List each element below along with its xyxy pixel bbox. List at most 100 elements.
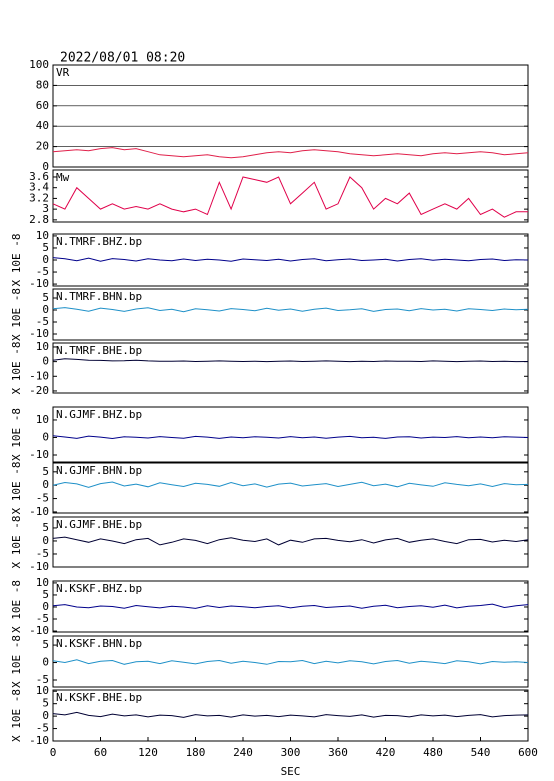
y-tick-label: -5: [36, 492, 49, 505]
x-axis-label: SEC: [281, 765, 301, 778]
panel-label: N.TMRF.BHE.bp: [56, 344, 142, 357]
panel-label: N.TMRF.BHZ.bp: [56, 235, 142, 248]
y-tick-label: -5: [36, 315, 49, 328]
y-tick-label: 10: [36, 340, 49, 353]
y-tick-label: -10: [29, 369, 49, 382]
y-tick-label: 0: [42, 709, 49, 722]
y-axis-label: X 10E -8: [10, 462, 23, 515]
y-tick-label: 0: [42, 656, 49, 669]
x-tick-label: 540: [471, 746, 491, 759]
y-axis-label: X 10E -8: [10, 580, 23, 633]
y-axis-label: X 10E -8: [10, 408, 23, 461]
y-tick-label: 0: [42, 600, 49, 613]
y-tick-label: 10: [36, 229, 49, 242]
panel-label: Mw: [56, 171, 70, 184]
panel-label: N.KSKF.BHN.bp: [56, 637, 142, 650]
y-tick-label: 3.6: [29, 170, 49, 183]
x-tick-label: 180: [186, 746, 206, 759]
waveform-line: [52, 435, 529, 440]
y-axis-label: X 10E -8: [10, 342, 23, 395]
chart-title: 2022/08/01 08:20: [60, 51, 185, 66]
y-tick-label: 5: [42, 638, 49, 651]
waveform-line: [52, 603, 529, 609]
y-axis-label: X 10E -8: [10, 635, 23, 688]
y-tick-label: -10: [29, 277, 49, 290]
y-tick-label: 80: [36, 78, 49, 91]
panel-frame: [52, 288, 529, 341]
y-tick-label: 5: [42, 588, 49, 601]
y-tick-label: -20: [29, 384, 49, 397]
panel-frame: [52, 635, 529, 688]
y-tick-label: 10: [36, 684, 49, 697]
waveform-line: [52, 307, 529, 313]
y-tick-label: 5: [42, 291, 49, 304]
y-tick-label: -10: [29, 327, 49, 340]
waveform-line: [52, 536, 529, 546]
y-tick-label: 20: [36, 140, 49, 153]
y-tick-label: -5: [36, 265, 49, 278]
y-tick-label: 2.8: [29, 213, 49, 226]
y-tick-label: 0: [42, 160, 49, 173]
panel-frame: [52, 64, 529, 168]
y-tick-label: 3.4: [29, 181, 49, 194]
x-tick-label: 600: [518, 746, 538, 759]
y-tick-label: 10: [36, 576, 49, 589]
waveform-line: [52, 257, 529, 262]
y-tick-label: -10: [29, 448, 49, 461]
y-tick-label: 0: [42, 430, 49, 443]
y-tick-label: 0: [42, 478, 49, 491]
y-tick-label: 3: [42, 202, 49, 215]
y-tick-label: 5: [42, 697, 49, 710]
waveform-line: [52, 481, 529, 488]
panel-label: N.GJMF.BHE.bp: [56, 518, 142, 531]
x-tick-label: 420: [376, 746, 396, 759]
panel-frame: [52, 406, 529, 463]
waveform-line: [52, 711, 529, 718]
y-tick-label: 0: [42, 355, 49, 368]
panel-label: N.GJMF.BHZ.bp: [56, 408, 142, 421]
y-tick-label: 0: [42, 303, 49, 316]
y-tick-label: 100: [29, 58, 49, 71]
y-tick-label: -10: [29, 505, 49, 518]
y-tick-label: 0: [42, 253, 49, 266]
y-axis-label: X 10E -8: [10, 234, 23, 287]
y-axis-label: X 10E -8: [10, 516, 23, 569]
y-tick-label: -10: [29, 624, 49, 637]
panel-label: N.KSKF.BHE.bp: [56, 691, 142, 704]
y-tick-label: -10: [29, 734, 49, 747]
y-tick-label: -5: [36, 612, 49, 625]
y-tick-label: 5: [42, 465, 49, 478]
panel-frame: [52, 516, 529, 568]
y-tick-label: 3.2: [29, 191, 49, 204]
x-tick-label: 300: [281, 746, 301, 759]
y-axis-label: X 10E -8: [10, 689, 23, 742]
y-tick-label: 60: [36, 99, 49, 112]
y-tick-label: 10: [36, 413, 49, 426]
waveform-line: [52, 358, 529, 363]
y-tick-label: -5: [36, 673, 49, 686]
y-tick-label: 0: [42, 534, 49, 547]
y-axis-label: X 10E -8: [10, 288, 23, 341]
panel-frame: [52, 342, 529, 394]
y-tick-label: -5: [36, 547, 49, 560]
y-tick-label: 40: [36, 119, 49, 132]
panel-label: N.KSKF.BHZ.bp: [56, 582, 142, 595]
panel-label: VR: [56, 66, 70, 79]
y-tick-label: 5: [42, 241, 49, 254]
x-tick-label: 360: [328, 746, 348, 759]
waveform-line: [52, 176, 528, 218]
x-tick-label: 240: [233, 746, 253, 759]
x-tick-label: 120: [138, 746, 158, 759]
x-tick-label: 60: [94, 746, 107, 759]
panel-label: N.GJMF.BHN.bp: [56, 464, 142, 477]
panel-frame: [52, 169, 529, 223]
waveform-line: [52, 659, 529, 665]
x-tick-label: 0: [50, 746, 57, 759]
waveform-line: [52, 147, 529, 159]
x-tick-label: 480: [423, 746, 443, 759]
panel-label: N.TMRF.BHN.bp: [56, 290, 142, 303]
y-tick-label: -10: [29, 560, 49, 573]
y-tick-label: 5: [42, 521, 49, 534]
panel-frame: [52, 462, 529, 514]
